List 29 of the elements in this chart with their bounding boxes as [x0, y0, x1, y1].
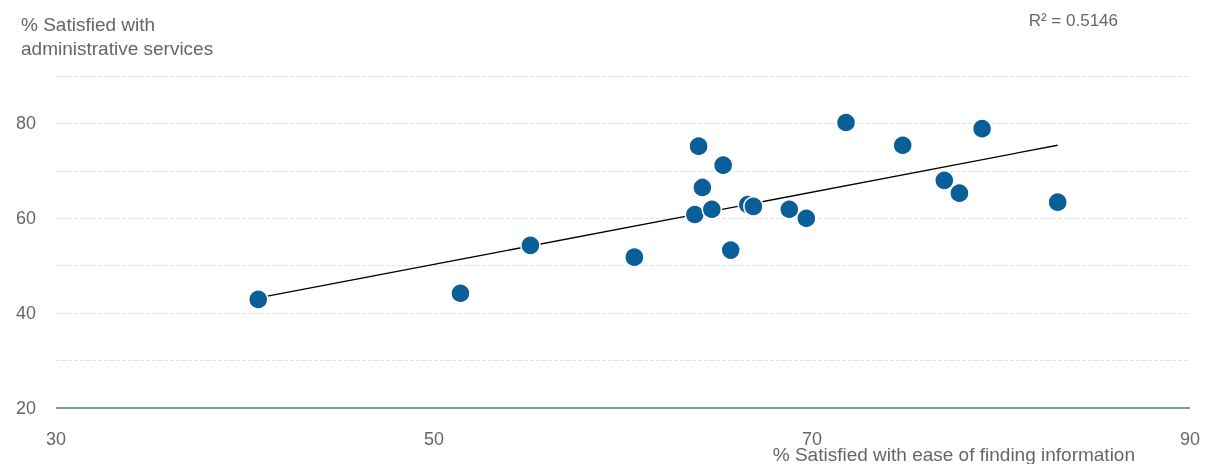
- point: [624, 246, 645, 268]
- y-tick-label: 60: [15, 208, 36, 229]
- point: [248, 289, 269, 310]
- x-tick-label: 70: [801, 429, 823, 449]
- point: [835, 112, 857, 133]
- x-tick-label: 90: [1179, 429, 1200, 449]
- point: [720, 239, 741, 261]
- point: [450, 282, 471, 304]
- y-axis-title: % Satisfied with administrative services: [21, 13, 214, 59]
- x-tick-label: 50: [423, 429, 445, 449]
- point: [692, 177, 713, 198]
- point: [971, 118, 993, 139]
- point: [892, 135, 913, 156]
- x-tick-label: 30: [45, 429, 67, 449]
- y-tick-label: 40: [15, 303, 36, 324]
- point: [712, 154, 734, 176]
- point: [688, 135, 709, 157]
- point: [796, 208, 817, 229]
- y-tick-label: 20: [15, 398, 36, 418]
- y-tick-label: 80: [15, 113, 36, 134]
- point: [934, 170, 955, 191]
- point: [701, 199, 723, 220]
- point: [949, 182, 970, 204]
- point: [1047, 191, 1068, 213]
- point: [779, 199, 800, 220]
- text: R² = 0.5146: [1028, 11, 1118, 30]
- point: [684, 204, 706, 225]
- point: [743, 196, 764, 217]
- point: [520, 235, 541, 256]
